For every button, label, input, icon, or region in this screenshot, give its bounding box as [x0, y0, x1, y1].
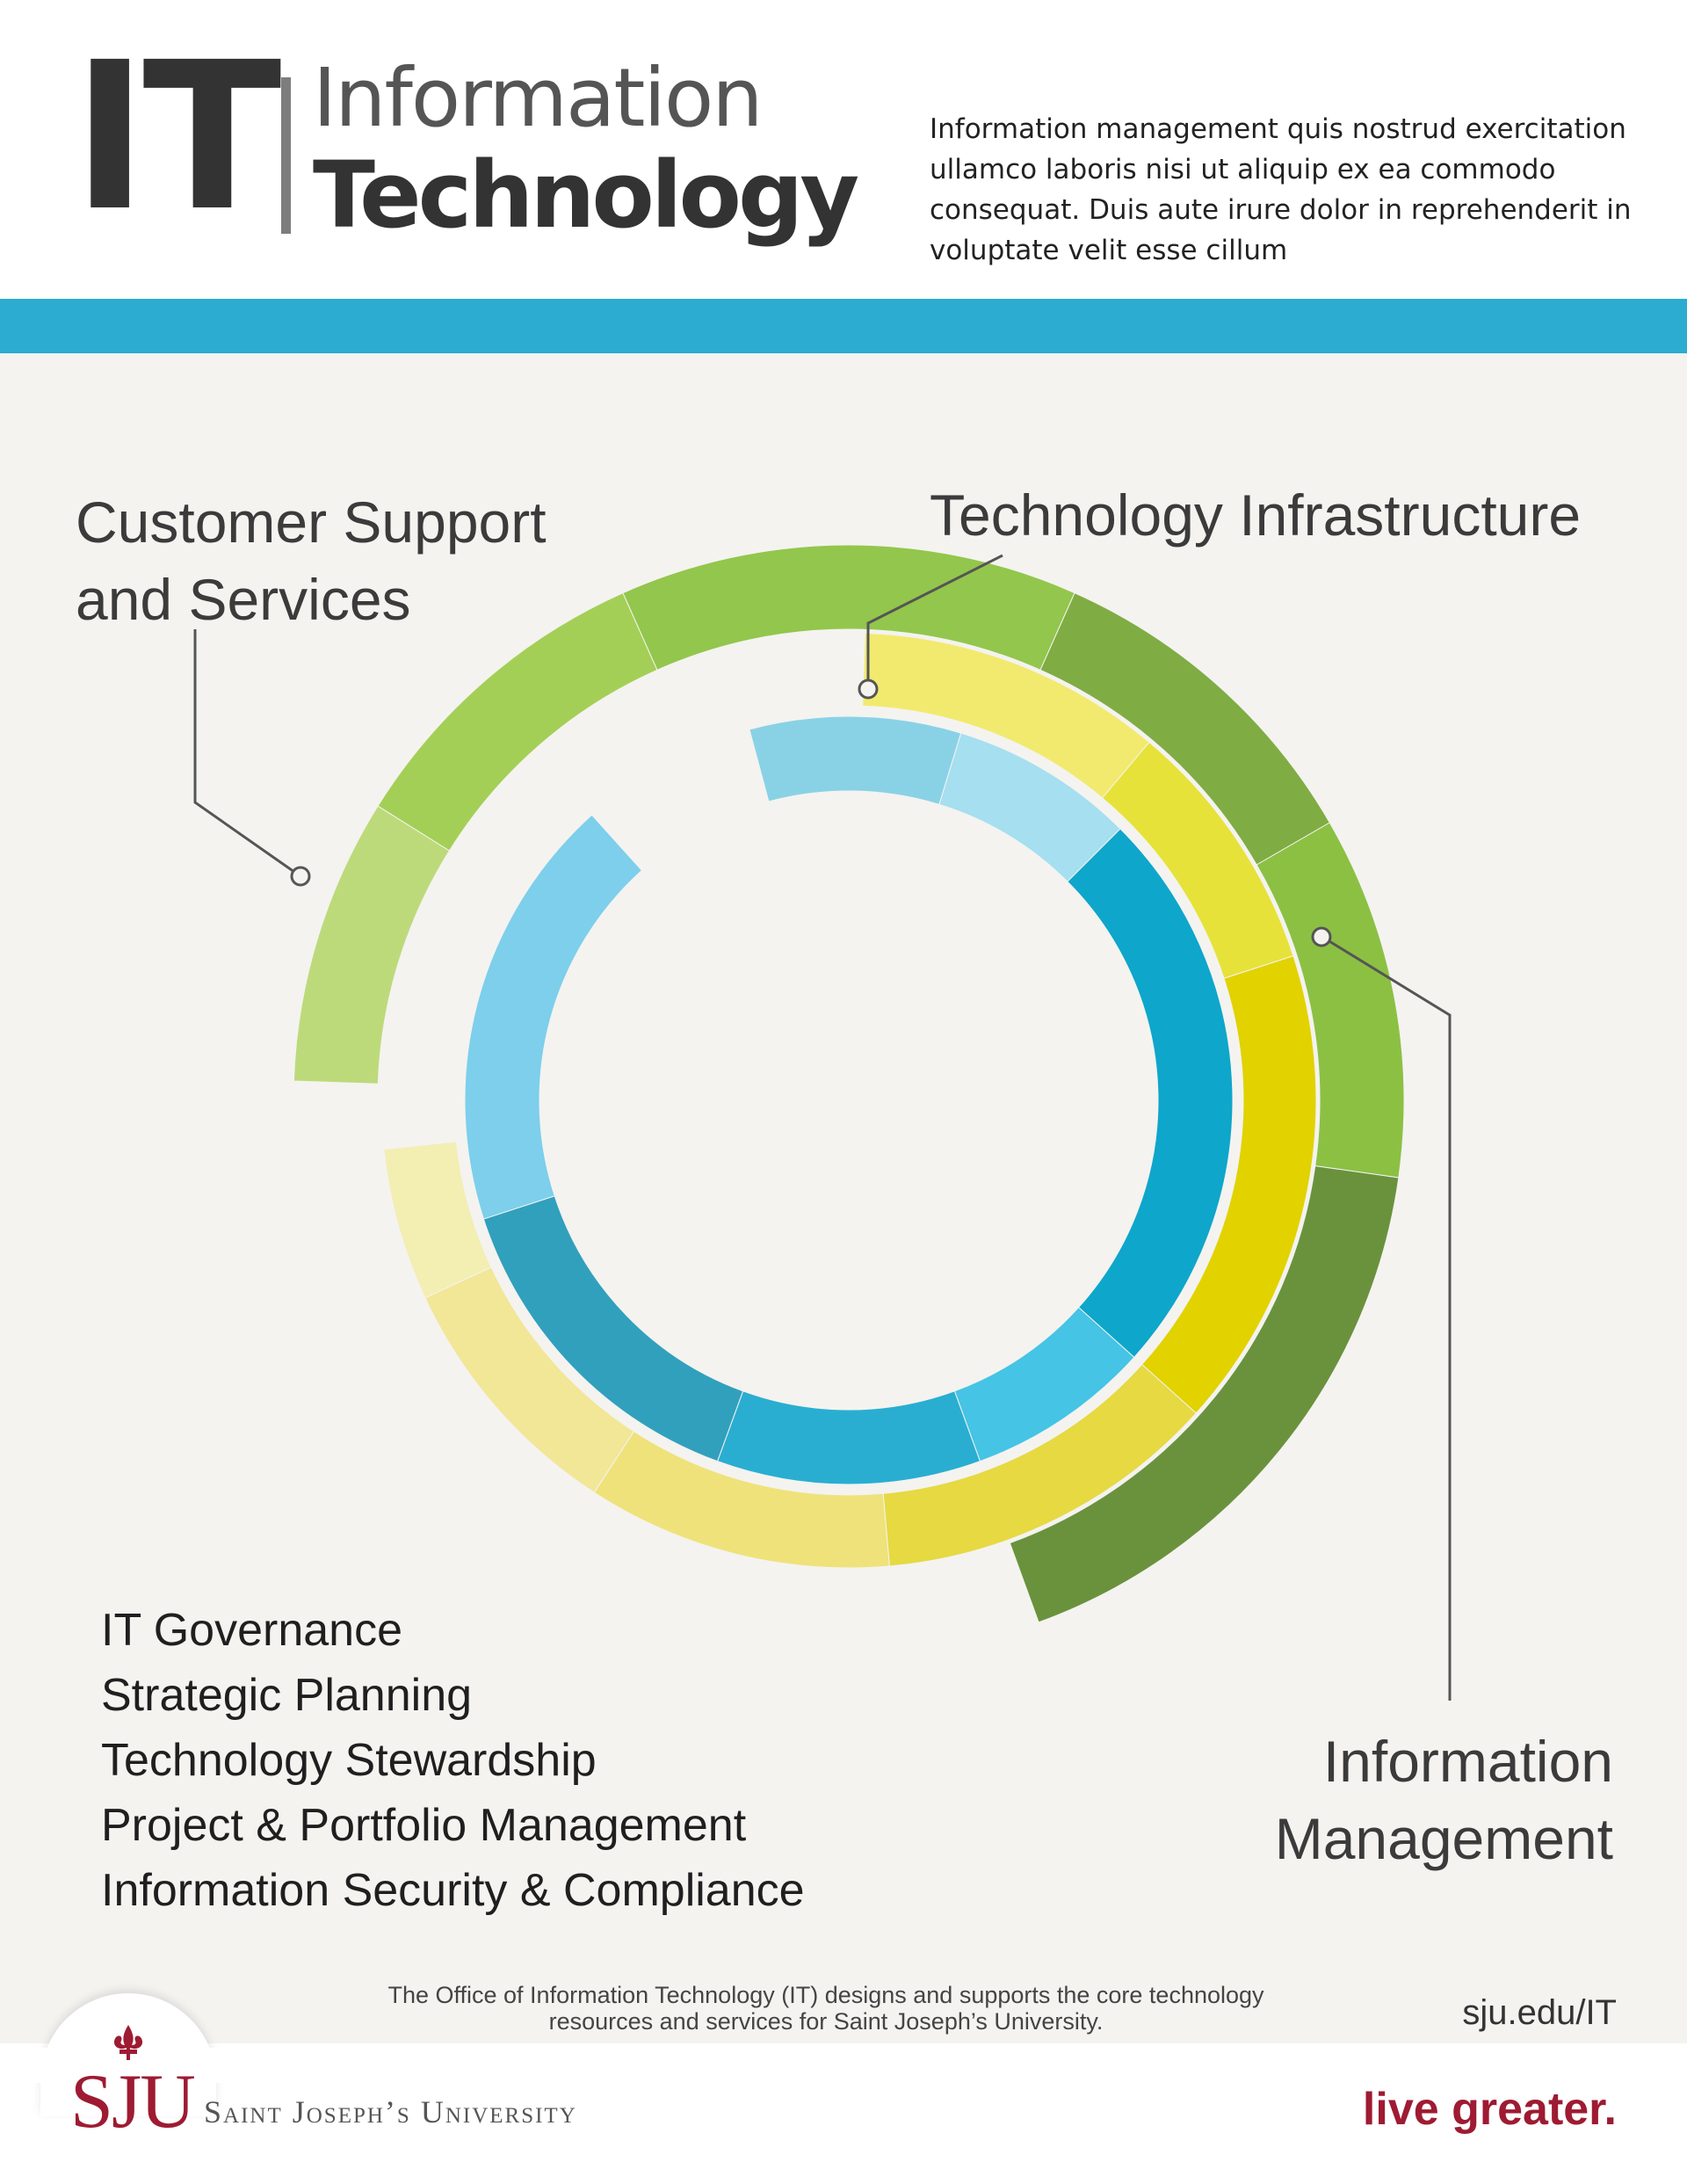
callout-line-technology-infrastructure: [866, 554, 1003, 687]
logo-divider: [281, 77, 291, 234]
label-information-management: Information Management: [1274, 1729, 1613, 1871]
callout-lines: [193, 554, 1452, 1701]
callout-dots: [290, 678, 1332, 947]
ring-diagram: [193, 544, 1452, 1701]
accent-bar: [0, 299, 1687, 353]
footer-note: The Office of Information Technology (IT…: [387, 1982, 1264, 2035]
callout-line-information-management: [1324, 937, 1452, 1701]
list-item: IT Governance: [101, 1605, 403, 1656]
ring-segment-inner: [1067, 828, 1234, 1359]
label-technology-infrastructure: Technology Infrastructure: [930, 483, 1582, 548]
ring-segment-inner: [749, 715, 962, 806]
ring-segment-outer: [1009, 1165, 1400, 1623]
governance-list: IT Governance Strategic Planning Technol…: [101, 1598, 805, 1923]
university-name: Saint Joseph’s University: [204, 2094, 577, 2130]
label-customer-support: Customer Support and Services: [76, 490, 547, 632]
fleur-de-lis-icon: [113, 2025, 143, 2060]
logo-letters: IT: [72, 18, 282, 256]
callout-dot-customer-support: [290, 866, 311, 887]
callout-dot-technology-infrastructure: [858, 678, 879, 700]
intro-text: Information management quis nostrud exer…: [930, 113, 1632, 266]
ring-segment-outer: [293, 805, 451, 1085]
list-item: Information Security & Compliance: [101, 1865, 805, 1916]
ring-segment-inner: [716, 1390, 981, 1485]
footer-url-link[interactable]: sju.edu/IT: [1462, 1993, 1617, 2032]
logo-title-line2: Technology: [313, 141, 859, 249]
university-logo-mark: SJU: [70, 2059, 196, 2144]
header: IT Information Technology Information ma…: [0, 0, 1687, 299]
ring-segment-middle: [383, 1141, 492, 1299]
logo-title-line1: Information: [313, 51, 764, 145]
callout-dot-information-management: [1311, 926, 1332, 947]
footer-band: [0, 2043, 1687, 2184]
content-panel: [0, 353, 1687, 2043]
list-item: Project & Portfolio Management: [101, 1800, 747, 1851]
ring-segment-outer: [622, 544, 1075, 671]
list-item: Technology Stewardship: [101, 1735, 597, 1786]
ring-segment-inner: [464, 814, 643, 1220]
callout-line-customer-support: [193, 629, 301, 878]
tagline: live greater.: [1362, 2084, 1617, 2135]
list-item: Strategic Planning: [101, 1670, 473, 1721]
